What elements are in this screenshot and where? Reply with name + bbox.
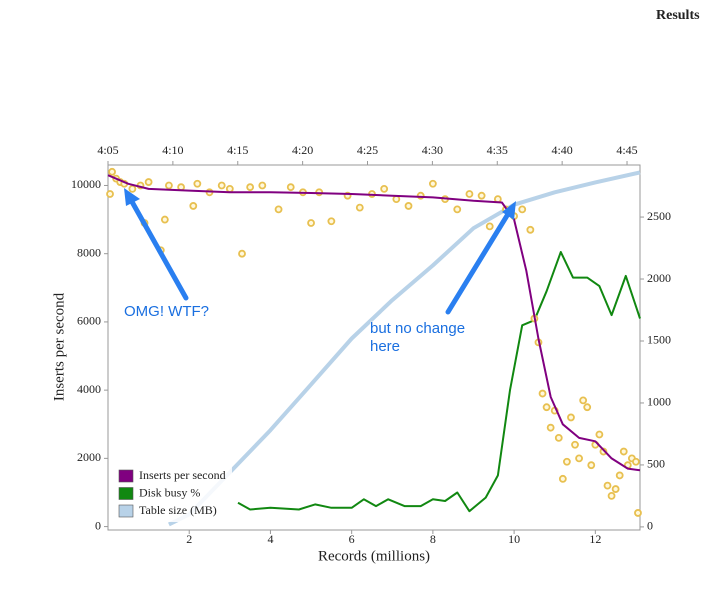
data-point — [579, 396, 588, 405]
data-point — [144, 178, 153, 186]
data-point — [225, 184, 234, 193]
arrow — [124, 188, 189, 301]
data-point — [189, 202, 198, 210]
data-point — [217, 181, 226, 190]
data-point — [607, 491, 616, 500]
series-line — [237, 251, 641, 513]
data-point — [526, 225, 535, 234]
y-tick-label: 2000 — [77, 450, 101, 464]
y-tick-label: 8000 — [77, 245, 101, 259]
data-point — [571, 440, 579, 449]
data-point — [465, 190, 474, 198]
data-point — [542, 403, 551, 412]
data-point — [632, 457, 640, 466]
x-tick-label: 10 — [508, 532, 520, 546]
x-tick-label: 12 — [589, 532, 601, 546]
data-point — [583, 403, 592, 412]
legend-label: Table size (MB) — [139, 503, 217, 517]
data-point — [392, 195, 401, 204]
annotation-box: but no change here — [370, 320, 466, 355]
data-point — [355, 203, 364, 212]
data-point — [558, 474, 567, 483]
legend-swatch — [118, 469, 134, 483]
x2-tick-label: 4:30 — [422, 143, 443, 157]
data-point — [274, 205, 283, 214]
data-point — [258, 181, 267, 190]
x2-tick-label: 4:20 — [292, 143, 313, 157]
data-point — [575, 454, 583, 463]
page-title: Results — [656, 8, 700, 23]
y2-tick-label: 1500 — [647, 333, 671, 347]
data-point — [193, 179, 202, 188]
x2-tick-label: 4:45 — [616, 143, 637, 157]
data-point — [453, 205, 462, 214]
annotation: OMG! WTF? — [124, 303, 209, 320]
x-tick-label: 2 — [186, 532, 192, 546]
data-point — [380, 184, 389, 193]
legend-label: Inserts per second — [139, 468, 226, 482]
y-tick-label: 0 — [95, 518, 101, 532]
data-point — [327, 217, 336, 226]
data-point — [518, 205, 527, 214]
data-point — [307, 219, 315, 227]
legend-swatch — [118, 504, 134, 518]
data-point — [595, 430, 604, 439]
data-point — [538, 389, 547, 398]
data-point — [603, 481, 612, 490]
data-point — [634, 509, 642, 517]
y-tick-label: 6000 — [77, 314, 101, 328]
x-tick-label: 6 — [349, 532, 355, 546]
data-point — [587, 461, 596, 470]
legend-swatch — [118, 487, 134, 500]
data-point — [563, 457, 571, 466]
x2-tick-label: 4:25 — [357, 143, 378, 157]
x-tick-label: 8 — [430, 532, 436, 546]
data-point — [286, 183, 295, 192]
y-tick-label: 4000 — [77, 382, 101, 396]
data-point — [128, 184, 137, 193]
data-point — [546, 423, 555, 432]
x-tick-label: 4 — [267, 532, 273, 546]
annotation: but no change here — [370, 320, 466, 355]
data-point — [246, 183, 255, 192]
x2-tick-label: 4:40 — [551, 143, 572, 157]
y-tick-label: 10000 — [71, 177, 101, 191]
y2-tick-label: 500 — [647, 457, 665, 471]
data-point — [165, 181, 173, 190]
data-point — [615, 471, 624, 480]
arrow — [445, 201, 516, 315]
data-point — [160, 215, 169, 224]
series-line — [107, 174, 641, 472]
y2-tick-label: 0 — [647, 519, 653, 533]
data-point — [428, 179, 437, 188]
x2-tick-label: 4:15 — [227, 143, 248, 157]
y2-tick-label: 2500 — [647, 209, 671, 223]
x2-tick-label: 4:10 — [162, 143, 183, 157]
plot-frame — [107, 164, 641, 531]
data-point — [485, 222, 494, 231]
x-axis-label: Records (millions) — [318, 548, 430, 564]
x2-tick-label: 4:35 — [487, 143, 508, 157]
data-point — [554, 433, 563, 442]
data-point — [404, 202, 413, 210]
legend-label: Disk busy % — [139, 485, 200, 499]
y-axis-label: Inserts per second — [51, 292, 67, 401]
y2-tick-label: 2000 — [647, 271, 671, 285]
data-point — [238, 249, 246, 258]
data-point — [619, 447, 628, 456]
data-point — [106, 190, 114, 198]
x2-tick-label: 4:05 — [97, 143, 118, 157]
y2-tick-label: 1000 — [647, 395, 671, 409]
data-point — [567, 413, 575, 422]
data-point — [611, 485, 620, 493]
data-point — [108, 167, 116, 176]
data-point — [477, 191, 486, 200]
